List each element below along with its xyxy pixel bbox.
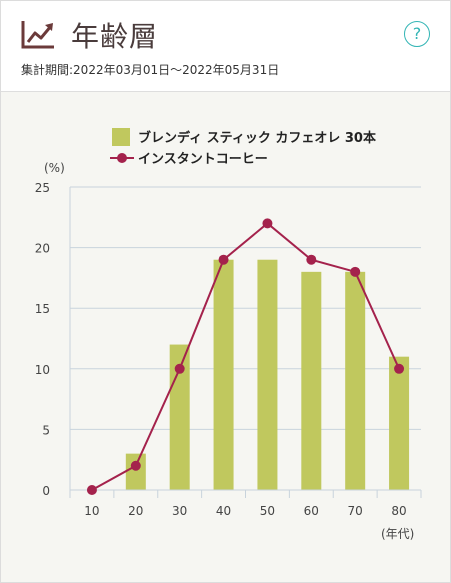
y-tick-label: 10	[35, 363, 50, 377]
x-tick-label: 60	[304, 504, 319, 518]
x-tick-label: 10	[84, 504, 99, 518]
aggregation-period: 集計期間:2022年03月01日～2022年05月31日	[21, 63, 280, 77]
y-tick-label: 20	[35, 242, 50, 256]
legend-label-line: インスタントコーヒー	[138, 152, 268, 167]
bar	[389, 356, 410, 490]
line-point	[350, 266, 361, 277]
x-tick-label: 40	[216, 504, 231, 518]
line-point	[86, 485, 97, 495]
help-icon[interactable]: ?	[404, 21, 430, 47]
y-tick-label: 0	[42, 484, 50, 498]
bar	[257, 259, 278, 490]
line-series	[91, 222, 400, 491]
x-tick-label: 50	[260, 504, 275, 518]
x-axis-label: (年代)	[381, 527, 414, 541]
bar	[125, 453, 146, 490]
legend-label-bar: ブレンディ スティック カフェオレ 30本	[138, 130, 376, 146]
y-axis-label: (%)	[44, 161, 65, 175]
bar	[345, 271, 366, 490]
bar	[301, 271, 322, 490]
line-point	[262, 218, 273, 229]
legend-swatch-line-marker	[117, 153, 127, 163]
y-tick-label: 5	[42, 423, 50, 437]
y-tick-label: 25	[35, 181, 50, 195]
x-tick-label: 30	[172, 504, 187, 518]
y-tick-label: 15	[35, 302, 50, 316]
bar	[213, 259, 234, 490]
page-title: 年齢層	[71, 20, 159, 53]
line-point	[306, 254, 317, 265]
x-tick-label: 70	[348, 504, 363, 518]
card-header: 年齢層 集計期間:2022年03月01日～2022年05月31日 ?	[1, 1, 450, 92]
line-point	[174, 363, 185, 374]
line-point	[394, 363, 405, 374]
line-point	[218, 254, 229, 265]
x-tick-label: 80	[391, 504, 406, 518]
line-point	[130, 460, 141, 471]
x-tick-label: 20	[128, 504, 143, 518]
line-chart-icon	[21, 21, 54, 49]
legend-swatch-bar	[112, 128, 130, 146]
